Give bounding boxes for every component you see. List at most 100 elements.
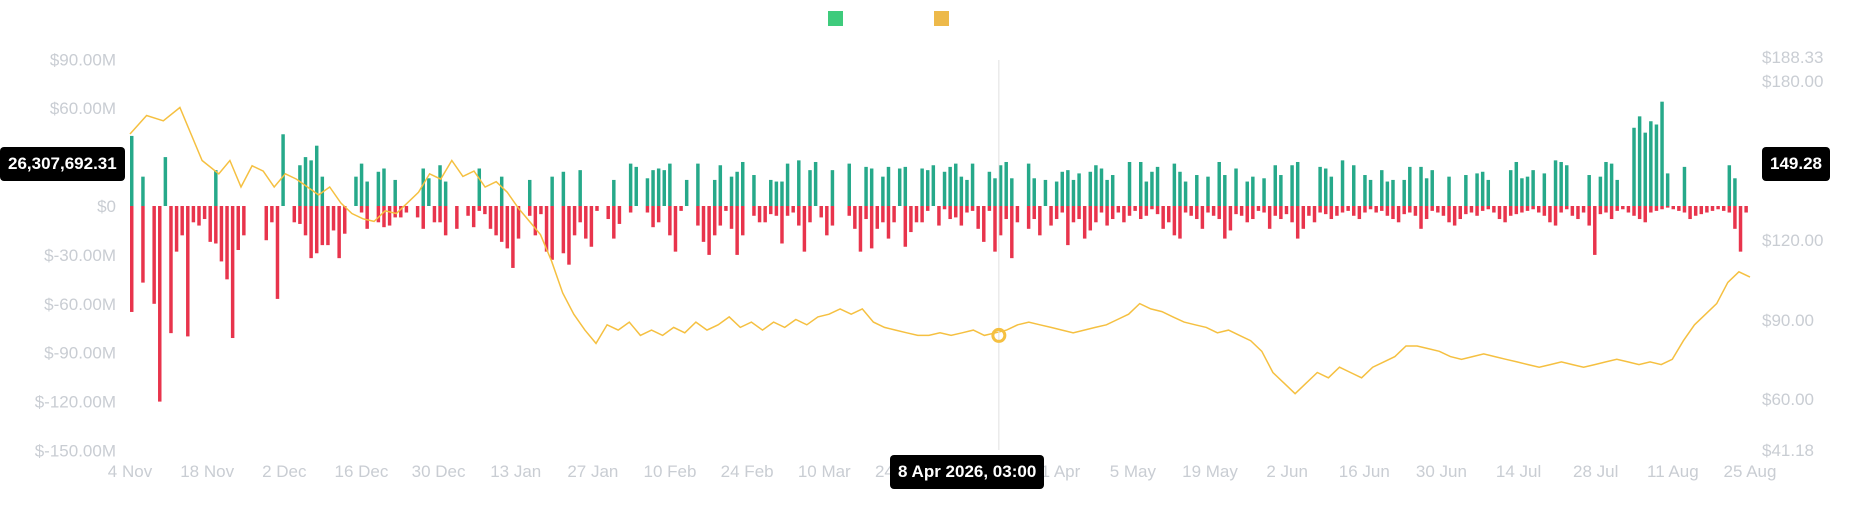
outflow-bar[interactable] [1475, 206, 1479, 216]
outflow-bar[interactable] [219, 206, 224, 262]
outflow-bar[interactable] [1363, 206, 1367, 213]
outflow-bar[interactable] [169, 206, 173, 334]
outflow-bar[interactable] [651, 206, 655, 228]
outflow-bar[interactable] [1654, 206, 1659, 211]
inflow-bar[interactable] [1604, 161, 1608, 206]
outflow-bar[interactable] [443, 206, 448, 236]
outflow-bar[interactable] [331, 206, 336, 231]
outflow-bar[interactable] [914, 206, 919, 223]
inflow-bar[interactable] [628, 163, 633, 206]
outflow-bar[interactable] [1026, 206, 1031, 229]
outflow-bar[interactable] [298, 206, 302, 224]
outflow-bar[interactable] [1424, 206, 1429, 220]
inflow-bar[interactable] [354, 176, 358, 206]
outflow-bar[interactable] [421, 206, 425, 229]
outflow-bar[interactable] [735, 206, 739, 255]
inflow-bar[interactable] [735, 171, 739, 206]
outflow-bar[interactable] [673, 206, 678, 252]
outflow-bar[interactable] [578, 206, 582, 223]
outflow-bar[interactable] [875, 206, 880, 229]
outflow-bar[interactable] [1228, 206, 1233, 231]
outflow-bar[interactable] [1514, 206, 1519, 215]
inflow-bar[interactable] [1520, 178, 1524, 206]
inflow-bar[interactable] [645, 178, 650, 206]
outflow-bar[interactable] [1436, 206, 1440, 213]
outflow-bar[interactable] [819, 206, 823, 218]
outflow-bar[interactable] [393, 206, 397, 218]
inflow-bar[interactable] [1632, 127, 1636, 206]
outflow-bar[interactable] [1127, 206, 1132, 216]
inflow-bar[interactable] [1323, 168, 1328, 206]
outflow-bar[interactable] [1267, 206, 1272, 229]
outflow-bar[interactable] [1206, 206, 1210, 213]
inflow-bar[interactable] [1727, 165, 1732, 206]
inflow-bar[interactable] [561, 171, 566, 206]
outflow-bar[interactable] [1447, 206, 1451, 223]
inflow-bar[interactable] [729, 176, 734, 206]
inflow-bar[interactable] [1475, 173, 1479, 206]
outflow-bar[interactable] [399, 206, 403, 218]
inflow-bar[interactable] [443, 181, 448, 206]
outflow-bar[interactable] [1503, 206, 1507, 223]
outflow-bar[interactable] [1452, 206, 1457, 226]
outflow-bar[interactable] [511, 206, 515, 268]
outflow-bar[interactable] [320, 206, 325, 246]
outflow-bar[interactable] [1251, 206, 1255, 220]
outflow-bar[interactable] [1649, 206, 1653, 213]
outflow-bar[interactable] [701, 206, 706, 242]
outflow-bar[interactable] [1716, 206, 1720, 210]
outflow-bar[interactable] [1626, 206, 1631, 213]
inflow-bar[interactable] [359, 163, 364, 206]
inflow-bar[interactable] [668, 163, 672, 206]
outflow-bar[interactable] [869, 206, 874, 249]
inflow-bar[interactable] [1430, 170, 1434, 206]
outflow-bar[interactable] [1408, 206, 1412, 213]
inflow-bar[interactable] [1682, 166, 1687, 206]
outflow-bar[interactable] [186, 206, 190, 337]
inflow-bar[interactable] [1054, 181, 1059, 206]
outflow-bar[interactable] [628, 206, 633, 213]
outflow-bar[interactable] [1480, 206, 1485, 211]
outflow-bar[interactable] [656, 206, 661, 223]
outflow-bar[interactable] [1161, 206, 1165, 229]
outflow-bar[interactable] [976, 206, 980, 229]
inflow-bar[interactable] [897, 168, 902, 206]
outflow-bar[interactable] [130, 206, 134, 312]
inflow-bar[interactable] [214, 170, 218, 206]
outflow-bar[interactable] [1217, 206, 1221, 220]
inflow-bar[interactable] [1318, 166, 1322, 206]
outflow-bar[interactable] [1323, 206, 1328, 215]
outflow-bar[interactable] [1553, 206, 1558, 226]
inflow-bar[interactable] [1654, 124, 1659, 207]
outflow-bar[interactable] [1099, 206, 1104, 213]
outflow-bar[interactable] [1256, 206, 1261, 211]
outflow-bar[interactable] [1559, 206, 1563, 213]
inflow-bar[interactable] [1043, 179, 1048, 206]
inflow-bar[interactable] [1010, 178, 1014, 206]
inflow-bar[interactable] [1223, 175, 1227, 206]
outflow-bar[interactable] [533, 206, 538, 236]
inflow-bar[interactable] [1290, 165, 1294, 206]
outflow-bar[interactable] [1189, 206, 1193, 216]
outflow-bar[interactable] [1088, 206, 1093, 231]
outflow-bar[interactable] [1665, 206, 1670, 208]
inflow-bar[interactable] [1066, 170, 1070, 206]
inflow-bar[interactable] [1032, 178, 1036, 206]
outflow-bar[interactable] [1368, 206, 1373, 210]
inflow-bar[interactable] [1234, 168, 1238, 206]
outflow-bar[interactable] [858, 206, 863, 252]
inflow-bar[interactable] [376, 171, 381, 206]
outflow-bar[interactable] [1049, 206, 1053, 226]
inflow-bar[interactable] [1649, 121, 1653, 206]
outflow-bar[interactable] [1279, 206, 1283, 220]
inflow-bar[interactable] [612, 179, 616, 206]
outflow-bar[interactable] [527, 206, 532, 216]
outflow-bar[interactable] [505, 206, 510, 249]
inflow-bar[interactable] [1262, 178, 1266, 206]
outflow-bar[interactable] [1570, 206, 1575, 216]
outflow-bar[interactable] [343, 206, 347, 234]
inflow-bar[interactable] [1077, 173, 1081, 206]
inflow-bar[interactable] [1559, 161, 1563, 206]
inflow-bar[interactable] [281, 134, 285, 206]
